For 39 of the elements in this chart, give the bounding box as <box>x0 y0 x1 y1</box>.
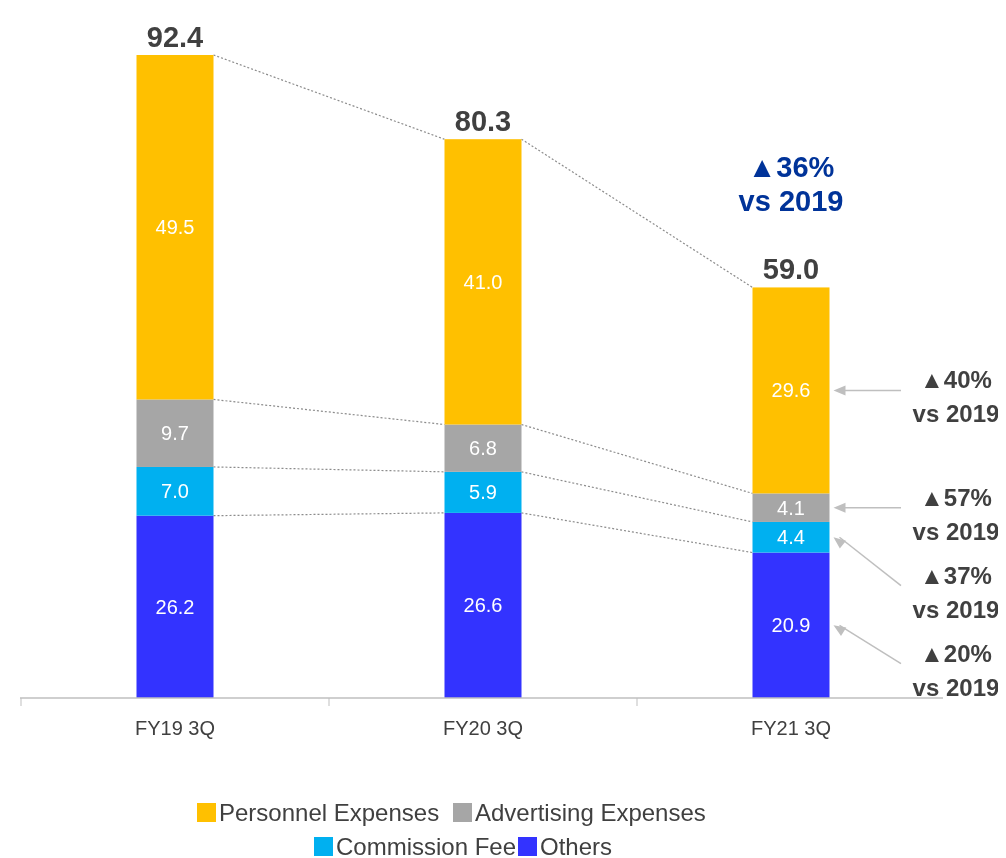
data-label: 4.4 <box>777 526 805 549</box>
data-label: 20.9 <box>771 614 811 637</box>
data-label: 9.7 <box>161 422 189 445</box>
x-tick-label: FY19 3Q <box>134 717 216 739</box>
data-label: 6.8 <box>469 437 497 460</box>
data-label: 26.6 <box>463 594 503 617</box>
bar <box>444 139 522 425</box>
legend-label: Others <box>540 833 613 858</box>
total-label: 80.3 <box>454 105 512 138</box>
bar <box>136 515 214 698</box>
bar <box>444 471 522 513</box>
annotation: ▲20% vs 2019 <box>912 639 1000 701</box>
data-label: 5.9 <box>469 481 497 504</box>
bar <box>136 466 214 516</box>
annotation: ▲37% vs 2019 <box>912 561 1000 623</box>
x-tick-label: FY20 3Q <box>442 717 524 739</box>
legend-label: Advertising Expenses <box>475 799 706 826</box>
x-tick-label: FY21 3Q <box>750 717 832 739</box>
bar <box>444 512 522 698</box>
total-label: 92.4 <box>146 21 204 53</box>
data-label: 4.1 <box>777 496 805 519</box>
bar <box>752 287 830 494</box>
bar <box>752 493 830 522</box>
annotation: ▲36% vs 2019 <box>738 151 844 218</box>
data-label: 49.5 <box>155 216 195 239</box>
annotation: ▲57% vs 2019 <box>912 483 1000 545</box>
bar <box>752 552 830 698</box>
data-label: 7.0 <box>161 480 189 503</box>
legend-label: Personnel Expenses <box>219 799 440 826</box>
annotation: ▲40% vs 2019 <box>912 366 1000 428</box>
bar <box>752 521 830 553</box>
data-label: 41.0 <box>463 270 503 293</box>
bar <box>444 424 522 472</box>
data-label: 29.6 <box>771 379 811 402</box>
legend-label: Commission Fee <box>336 833 517 858</box>
bar <box>136 55 214 400</box>
total-label: 59.0 <box>762 253 820 286</box>
data-label: 26.2 <box>155 595 195 618</box>
bar <box>136 399 214 467</box>
